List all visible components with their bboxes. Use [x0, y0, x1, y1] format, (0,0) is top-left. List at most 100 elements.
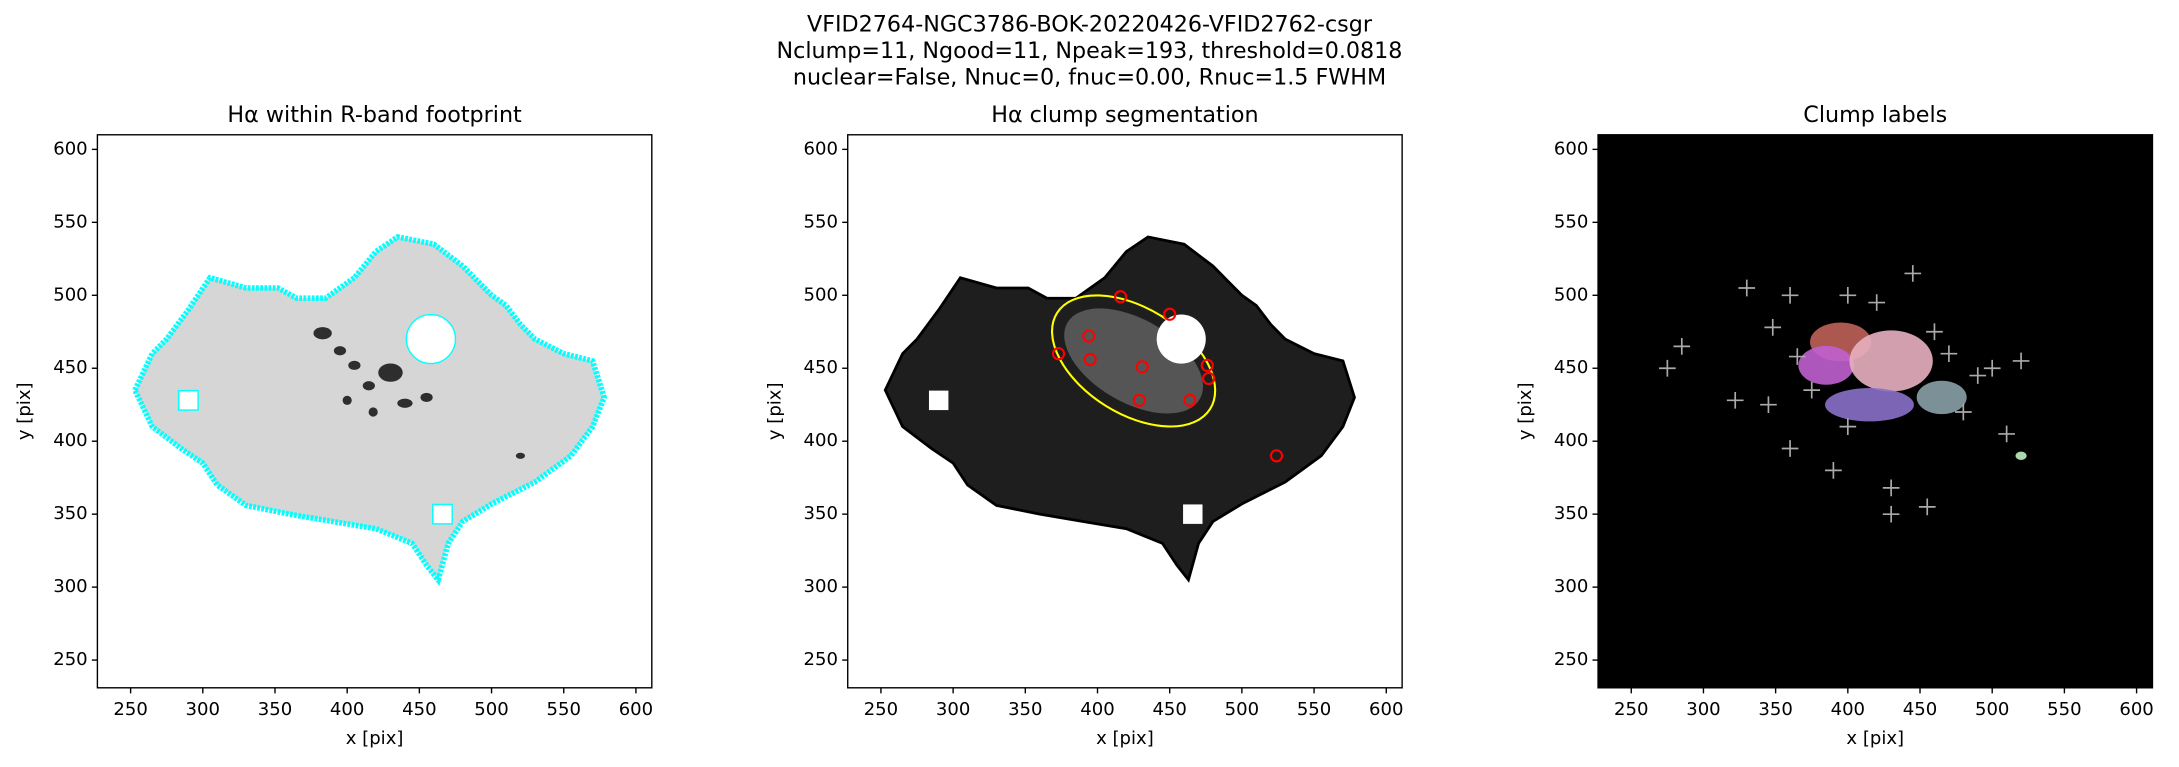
image: [97, 134, 652, 688]
y-tick-label: 250: [804, 649, 838, 670]
peak-marker: [1738, 279, 1756, 297]
clump-marker: [1200, 358, 1214, 372]
x-tick-label: 350: [1008, 699, 1042, 720]
emission: [420, 392, 433, 403]
x-tick-label: 550: [1297, 699, 1331, 720]
x-axis-label: x [pix]: [1096, 728, 1154, 749]
peak-marker: [1788, 348, 1806, 365]
peak-marker: [1940, 345, 1958, 362]
mask-hole: [177, 389, 199, 411]
y-tick-label: 300: [1554, 576, 1588, 597]
clump-marker: [1183, 393, 1197, 407]
mask-hole: [928, 390, 949, 411]
peak-marker: [1882, 505, 1900, 523]
footprint: [883, 235, 1356, 583]
peak-marker: [1868, 294, 1886, 311]
y-tick-label: 600: [1554, 138, 1588, 159]
x-tick-label: 500: [1225, 699, 1259, 720]
y-tick-label: 350: [53, 503, 87, 524]
y-tick-label: 500: [53, 284, 87, 305]
axes-frame: [1597, 134, 2154, 689]
clump-label: [2015, 451, 2027, 460]
suptitle: VFID2764-NGC3786-BOK-20220426-VFID2762-c…: [807, 12, 1373, 38]
peak-marker: [1825, 462, 1842, 479]
peak-marker: [1726, 392, 1744, 409]
x-tick-label: 400: [1831, 699, 1865, 720]
clump-marker: [1051, 347, 1066, 361]
y-tick-label: 450: [1554, 357, 1588, 378]
clump-marker: [1269, 449, 1284, 463]
emission: [378, 363, 403, 382]
peak-marker: [1918, 498, 1936, 516]
x-tick-label: 350: [258, 699, 292, 720]
y-tick-label: 400: [1554, 430, 1588, 451]
x-axis-label: x [pix]: [1846, 728, 1904, 749]
x-tick-label: 600: [1369, 699, 1403, 720]
y-tick-label: 550: [1554, 211, 1588, 232]
clump-marker: [1114, 290, 1128, 304]
x-tick-label: 300: [1686, 699, 1720, 720]
emission: [397, 398, 413, 408]
x-tick-label: 300: [186, 699, 220, 720]
y-axis-label: y [pix]: [764, 382, 785, 440]
clump-label: [1916, 380, 1967, 415]
x-tick-label: 500: [474, 699, 508, 720]
image: [1598, 134, 2153, 688]
y-tick-label: 250: [1554, 649, 1588, 670]
peak-marker: [1839, 418, 1857, 435]
y-tick-label: 400: [53, 430, 87, 451]
emission: [362, 381, 375, 391]
y-tick-label: 550: [53, 211, 87, 232]
x-tick-label: 250: [1614, 699, 1648, 720]
x-tick-label: 450: [402, 699, 436, 720]
y-tick-label: 450: [804, 357, 838, 378]
emission: [515, 452, 526, 459]
y-tick-label: 350: [1554, 503, 1588, 524]
axes-title: Clump labels: [1803, 102, 1947, 128]
clump-marker: [1163, 307, 1177, 321]
axes-title: Hα within R-band footprint: [227, 102, 522, 128]
y-tick-label: 600: [53, 138, 87, 159]
peak-marker: [1781, 440, 1799, 457]
axes-frame: [847, 134, 1403, 689]
suptitle: Nclump=11, Ngood=11, Npeak=193, threshol…: [777, 38, 1403, 64]
x-axis-label: x [pix]: [346, 728, 404, 749]
peak-marker: [2012, 352, 2030, 370]
peak-marker: [1882, 479, 1900, 497]
peak-marker: [1839, 286, 1857, 304]
x-tick-label: 550: [2047, 699, 2081, 720]
x-tick-label: 250: [864, 699, 898, 720]
y-tick-label: 450: [53, 357, 87, 378]
emission: [348, 360, 361, 370]
emission: [313, 327, 332, 340]
peak-marker: [1983, 359, 2001, 377]
x-tick-label: 600: [619, 699, 653, 720]
y-axis-label: y [pix]: [14, 382, 35, 440]
clump-marker: [1135, 360, 1149, 374]
peak-marker: [1760, 396, 1777, 414]
y-tick-label: 300: [53, 576, 87, 597]
image: [847, 134, 1403, 688]
emission: [368, 407, 378, 417]
mask-hole: [432, 503, 453, 525]
peak-marker: [1781, 286, 1799, 304]
axes-frame: [96, 134, 653, 689]
x-tick-label: 450: [1152, 699, 1186, 720]
clump-marker: [1082, 329, 1096, 343]
peak-marker: [1954, 403, 1972, 421]
y-tick-label: 500: [804, 284, 838, 305]
y-tick-label: 600: [804, 138, 838, 159]
emission: [333, 346, 347, 356]
x-tick-label: 250: [113, 699, 147, 720]
clump-label: [1825, 388, 1914, 422]
peak-marker: [1659, 359, 1676, 377]
x-tick-label: 550: [547, 699, 581, 720]
clump-marker: [1083, 352, 1097, 367]
y-tick-label: 350: [804, 503, 838, 524]
x-tick-label: 400: [1080, 699, 1114, 720]
peak-marker: [1673, 338, 1691, 355]
clump-marker: [1202, 371, 1216, 386]
x-tick-label: 350: [1758, 699, 1792, 720]
